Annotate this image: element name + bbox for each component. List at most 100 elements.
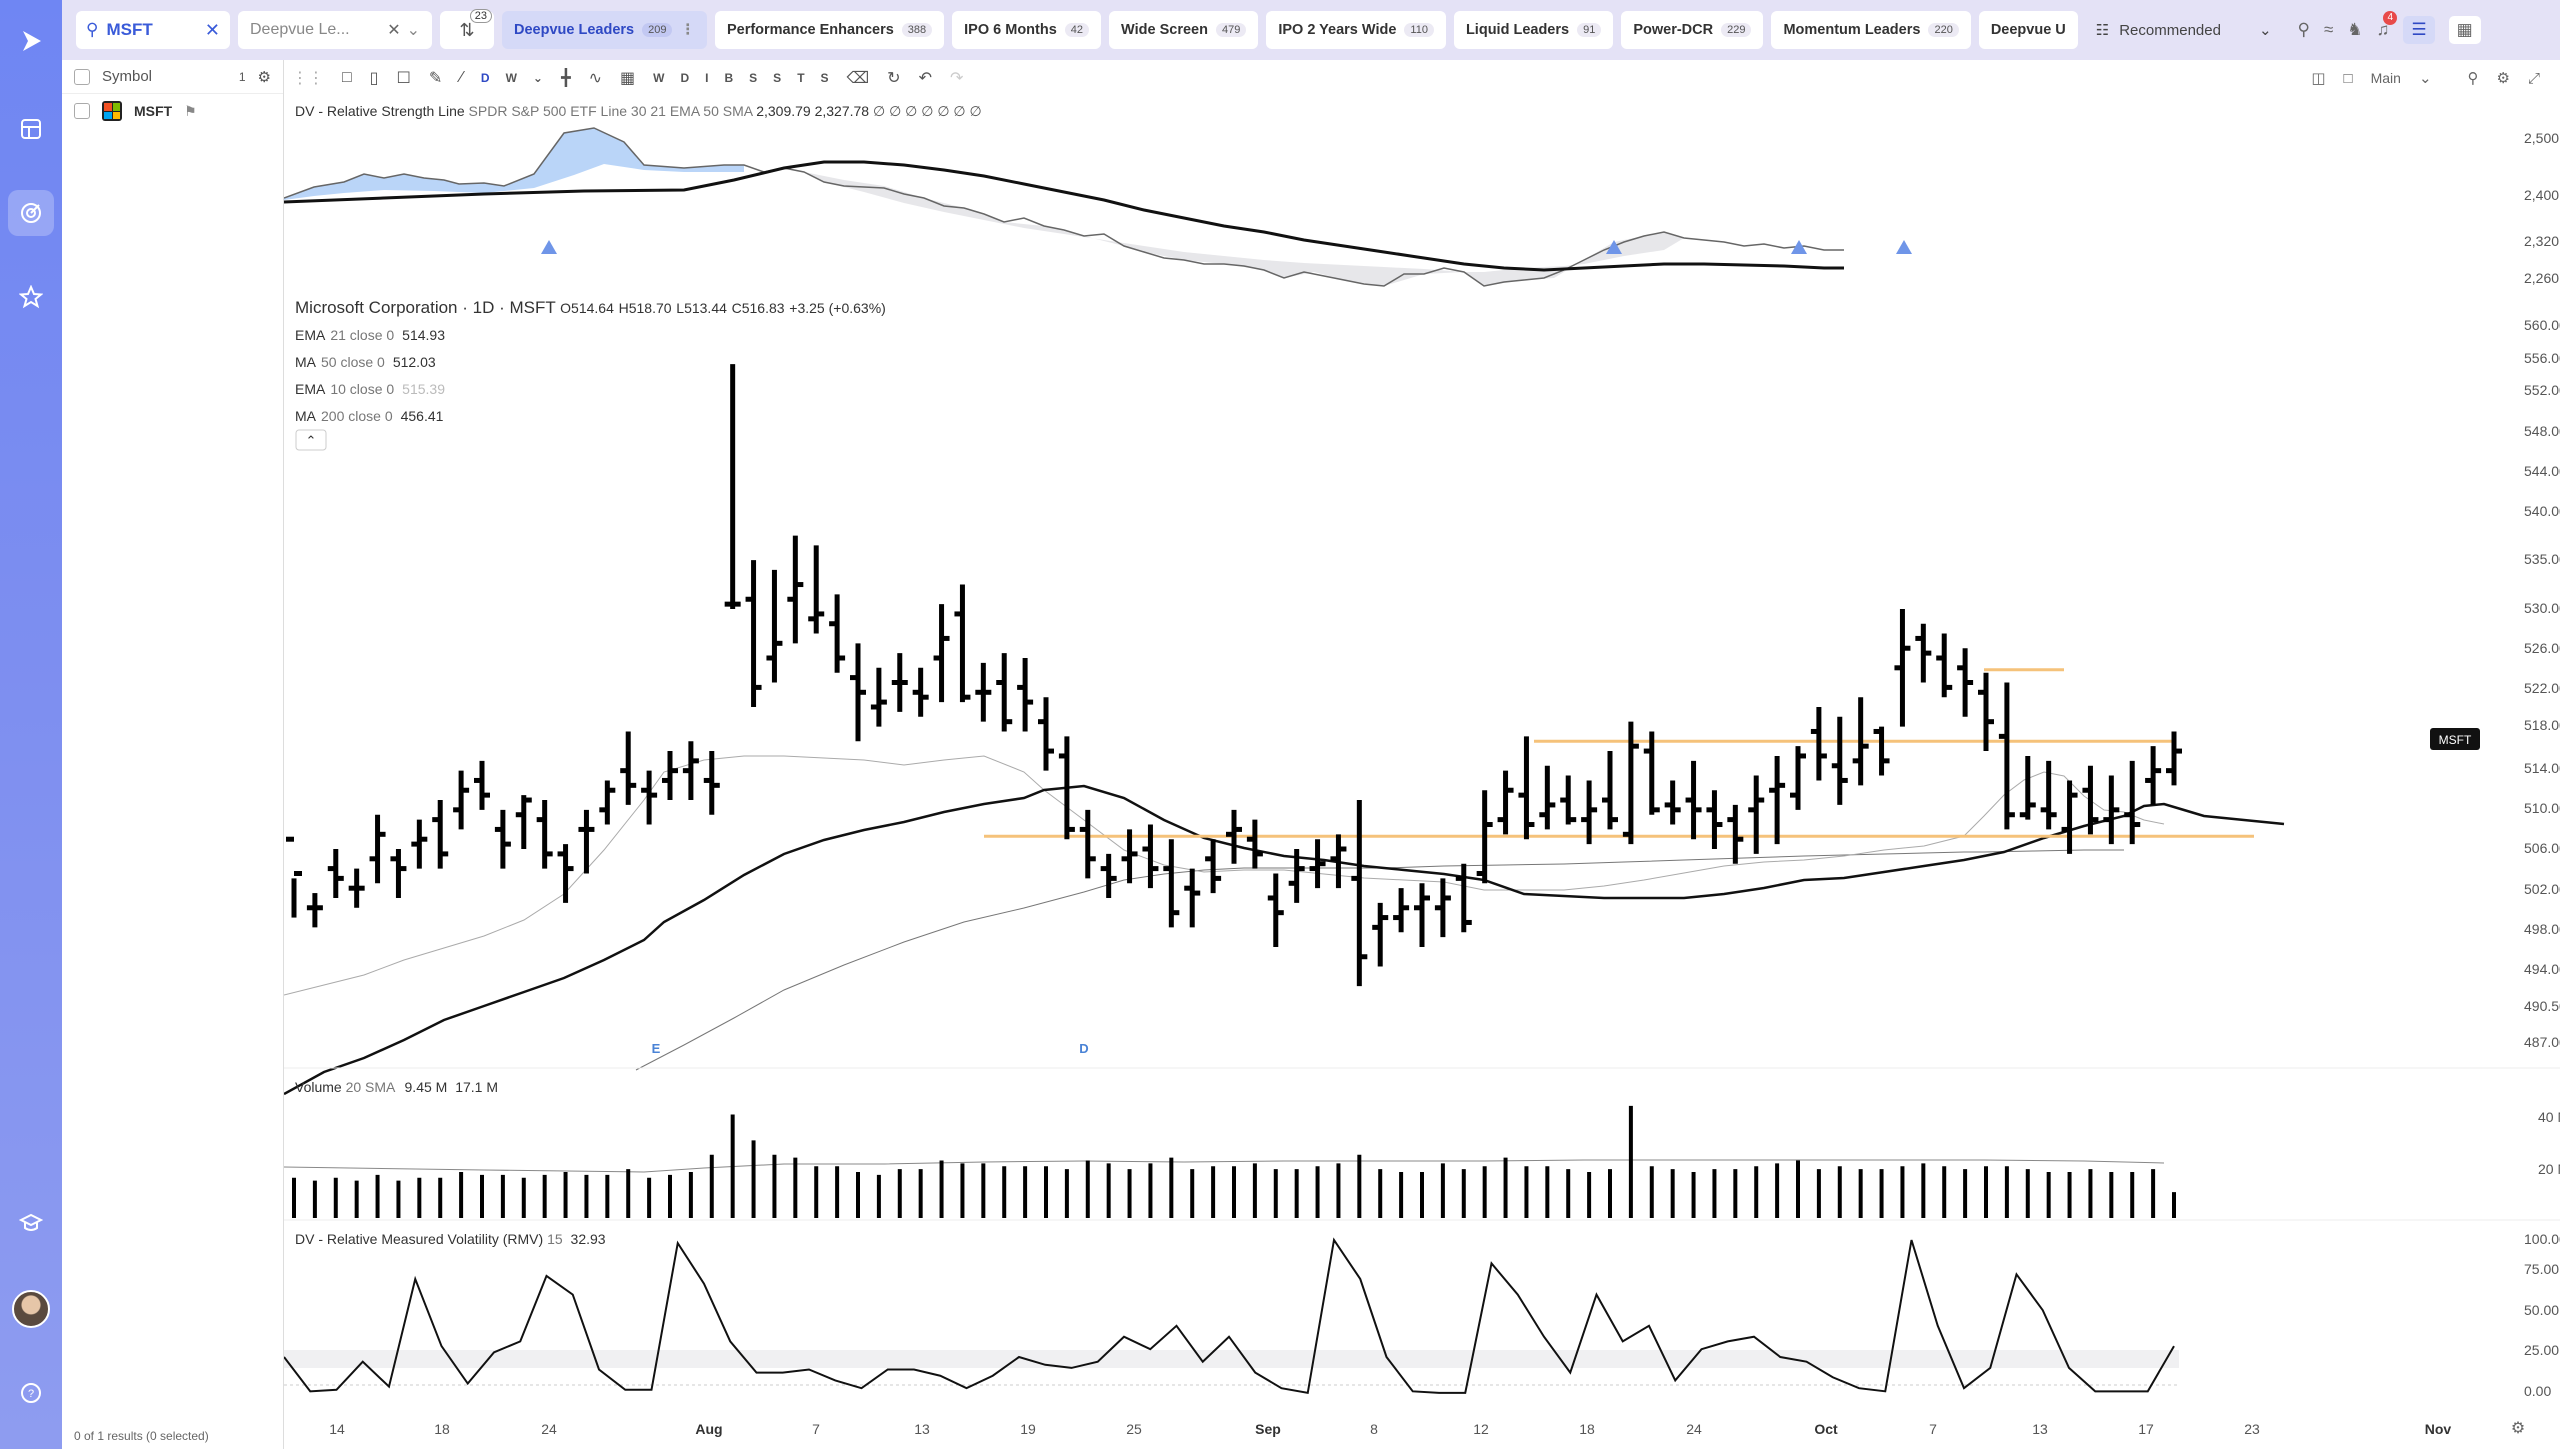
price-axis-tick: 487.00 — [2524, 1034, 2560, 1050]
watchlist-select[interactable]: Deepvue Le... ✕ ⌄ — [238, 11, 432, 49]
symbol-column-header[interactable]: Symbol — [102, 68, 153, 85]
study-legend-row[interactable]: EMA 10 close 0 515.39 — [295, 381, 445, 397]
chevron-down-icon[interactable]: ⌄ — [2418, 70, 2432, 87]
target-icon[interactable] — [8, 190, 54, 236]
comment-tool-icon[interactable]: ☐ — [396, 70, 411, 87]
layout-grid-icon[interactable]: ▦ — [620, 70, 636, 87]
study-legend-row[interactable]: MA 50 close 0 512.03 — [295, 354, 436, 370]
time-axis-tick: 24 — [541, 1421, 557, 1437]
brush-tool-icon[interactable]: ✎ — [428, 70, 443, 87]
study-toggle[interactable]: S — [773, 71, 782, 85]
study-toggle[interactable]: W — [653, 71, 665, 85]
study-legend-row[interactable]: EMA 21 close 0 514.93 — [295, 327, 445, 343]
tab-2[interactable]: IPO 6 Months 42 — [952, 11, 1102, 49]
tab-3[interactable]: Wide Screen 479 — [1109, 11, 1259, 49]
tab-6[interactable]: Power-DCR 229 — [1621, 11, 1764, 49]
rs-new-high-marker[interactable] — [541, 240, 557, 254]
top-tab-bar: ⚲ MSFT ✕ Deepvue Le... ✕ ⌄ ⇅ 23 Deepvue … — [62, 0, 2560, 60]
rs-new-high-marker[interactable] — [1606, 240, 1622, 254]
study-legend-row[interactable]: MA 200 close 0 456.41 — [295, 408, 444, 424]
line-tool-icon[interactable]: ∕ — [460, 69, 463, 86]
bar-type-icon[interactable]: ╋ — [560, 70, 571, 87]
select-all-checkbox[interactable] — [74, 68, 90, 85]
time-axis-tick: 23 — [2244, 1421, 2260, 1437]
tab-4[interactable]: IPO 2 Years Wide 110 — [1266, 11, 1446, 49]
tab-5[interactable]: Liquid Leaders 91 — [1453, 11, 1614, 49]
rmv-title: DV - Relative Measured Volatility (RMV) — [295, 1231, 543, 1247]
study-toggle[interactable]: B — [724, 71, 734, 85]
study-toggle[interactable]: I — [705, 71, 709, 85]
rs-new-high-marker[interactable] — [1791, 240, 1807, 254]
rs-value-2: 2,327.78 — [815, 103, 870, 119]
share-icon[interactable]: ⚲ — [2297, 20, 2310, 39]
star-icon[interactable] — [8, 274, 54, 320]
undo-icon[interactable]: ↶ — [918, 70, 932, 87]
zoom-icon[interactable]: ⚲ — [2467, 70, 2479, 87]
column-count: 1 — [238, 69, 246, 84]
candles-tool-icon[interactable]: ▯ — [369, 70, 379, 87]
rs-line — [284, 127, 1844, 287]
rs-axis-tick: 2,400.00 — [2524, 187, 2560, 203]
graduation-cap-icon[interactable] — [8, 1200, 54, 1246]
tab-8[interactable]: Deepvue U — [1978, 11, 2078, 49]
ohlc-bar — [1748, 775, 1765, 854]
chart-canvas[interactable]: E D 2,500.00 2,400.00 2,320.00 2,260.00 560.… — [284, 60, 2560, 1449]
study-toggle[interactable]: T — [797, 71, 805, 85]
layout-select[interactable]: Main — [2370, 70, 2401, 86]
chevron-down-icon[interactable]: ⌄ — [532, 71, 543, 85]
filter-button[interactable]: ⇅ 23 — [440, 9, 494, 49]
screen-tabs: Deepvue Leaders 209 ⋮ Performance Enhancers… — [502, 11, 2078, 49]
volume-params: 20 SMA — [346, 1079, 396, 1095]
rs-new-high-marker[interactable] — [1896, 240, 1912, 254]
timeframe-week[interactable]: W — [505, 71, 517, 85]
grid-icon[interactable] — [8, 106, 54, 152]
play-logo-icon[interactable] — [8, 18, 54, 64]
timeframe-day[interactable]: D — [480, 71, 490, 85]
drag-handle-icon[interactable]: ⋮⋮ — [292, 70, 324, 87]
svg-text:Microsoft Corporation · 1D · M: Microsoft Corporation · 1D · MSFT O514.6… — [295, 298, 886, 317]
study-toggle[interactable]: S — [820, 71, 829, 85]
dividend-marker[interactable]: D — [1079, 1041, 1088, 1056]
sort-dropdown[interactable]: ☷ Recommended ⌄ — [2086, 11, 2282, 49]
tab-7[interactable]: Momentum Leaders 220 — [1771, 11, 1971, 49]
line-chart-icon[interactable]: ≈ — [2323, 20, 2334, 39]
ohlc-bar — [1309, 839, 1326, 889]
rectangle-tool-icon[interactable]: □ — [342, 69, 352, 86]
eraser-icon[interactable]: ⌫ — [846, 70, 870, 87]
folder-icon[interactable]: □ — [2343, 69, 2353, 87]
row-checkbox[interactable] — [74, 103, 90, 119]
indicators-icon[interactable]: ∿ — [588, 70, 603, 87]
tab-1[interactable]: Performance Enhancers 388 — [714, 11, 945, 49]
settings-icon[interactable]: ⚙ — [2496, 70, 2510, 87]
columns-icon: ☷ — [2095, 22, 2110, 39]
symbol-search-input[interactable]: ⚲ MSFT ✕ — [76, 11, 230, 49]
axis-settings-icon[interactable]: ⚙ — [2511, 1420, 2525, 1437]
study-toggle[interactable]: D — [680, 71, 690, 85]
flag-icon[interactable]: ⚑ — [184, 102, 197, 119]
fullscreen-icon[interactable]: ⤢ — [2527, 69, 2540, 87]
help-icon[interactable]: ? — [8, 1370, 54, 1416]
symbol-title[interactable]: Microsoft Corporation · 1D · MSFT — [295, 298, 555, 317]
tab-label: Wide Screen — [1121, 22, 1208, 38]
clear-list-icon[interactable]: ✕ — [387, 22, 401, 39]
gear-icon[interactable]: ⚙ — [257, 68, 271, 86]
redo-icon[interactable]: ↷ — [949, 70, 964, 87]
ohlc-bar — [348, 868, 365, 908]
price-axis[interactable]: 2,500.00 2,400.00 2,320.00 2,260.00 560.00 55… — [2524, 130, 2560, 1399]
time-axis[interactable]: 14 18 24 Aug 7 13 19 25 Sep 8 12 18 24 Oct 7 13 17 23 Nov — [329, 1421, 2451, 1437]
study-toggle[interactable]: S — [749, 71, 758, 85]
tab-0[interactable]: Deepvue Leaders 209 ⋮ — [502, 11, 707, 49]
avatar[interactable] — [12, 1290, 50, 1328]
panel-icon[interactable]: ◫ — [2311, 70, 2326, 87]
tab-menu-icon[interactable]: ⋮ — [680, 22, 695, 38]
person-icon[interactable]: ♞ — [2347, 20, 2363, 39]
refresh-icon[interactable]: ↻ — [887, 70, 901, 87]
clear-search-icon[interactable]: ✕ — [204, 19, 220, 40]
bell-icon[interactable]: ♫ 4 — [2377, 11, 2398, 40]
collapse-legend-button[interactable] — [295, 429, 327, 451]
watchlist-row[interactable]: MSFT ⚑ — [62, 94, 283, 128]
list-view-icon[interactable]: ☰ — [2403, 16, 2435, 44]
earnings-marker[interactable]: E — [652, 1041, 661, 1056]
grid-view-icon[interactable]: ▦ — [2448, 16, 2481, 44]
